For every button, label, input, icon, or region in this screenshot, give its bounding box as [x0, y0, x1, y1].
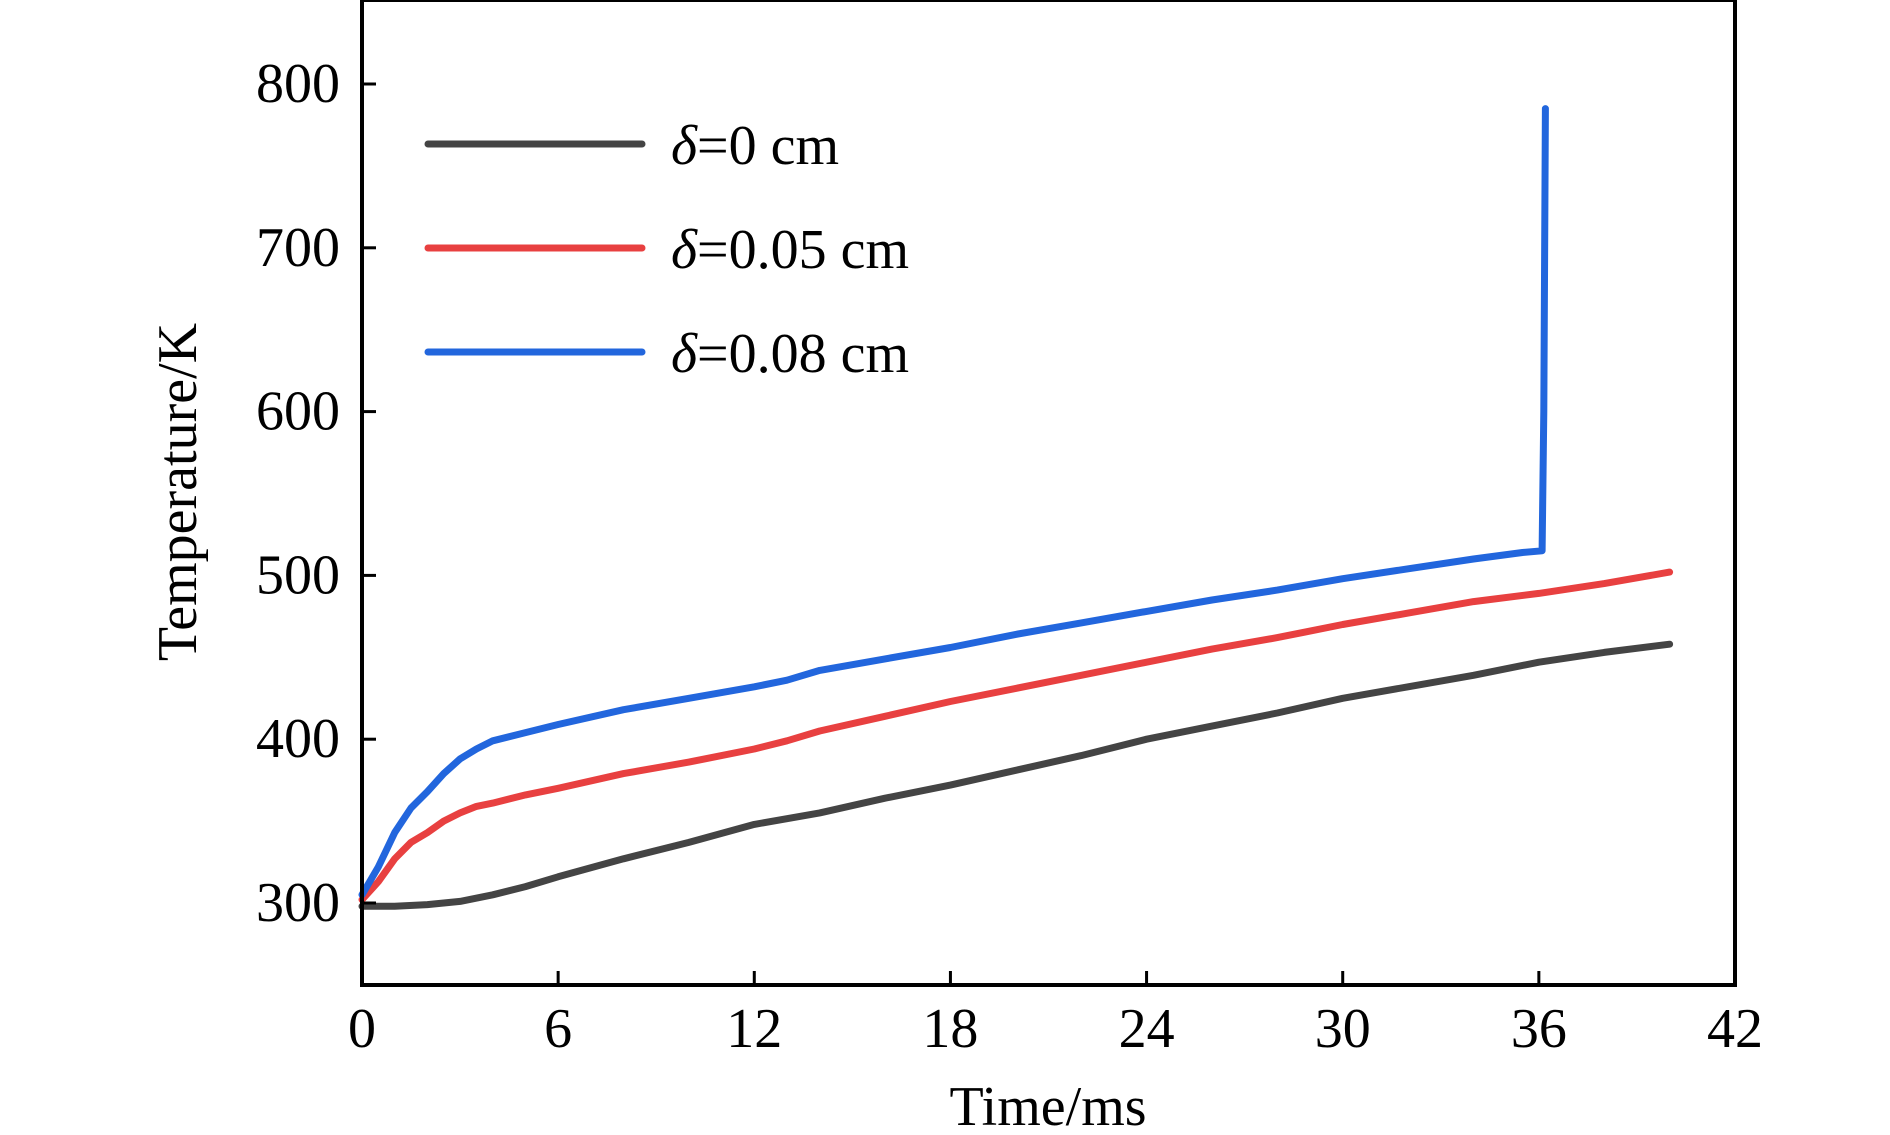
- y-tick-label-4: 700: [256, 217, 340, 279]
- legend-label-0: δ=0 cm: [671, 115, 839, 177]
- x-tick-label-4: 24: [1119, 998, 1175, 1060]
- series-line-0: [358, 640, 1674, 910]
- x-tick-label-3: 18: [922, 998, 978, 1060]
- x-tick-label-6: 36: [1511, 998, 1567, 1060]
- y-tick-label-3: 600: [256, 381, 340, 443]
- series-layer: [358, 105, 1674, 910]
- y-tick-label-0: 300: [256, 872, 340, 934]
- x-tick-label-2: 12: [726, 998, 782, 1060]
- x-tick-label-7: 42: [1707, 998, 1763, 1060]
- legend: δ=0 cm δ=0.05 cm δ=0.08 cm: [424, 115, 909, 385]
- x-tick-label-1: 6: [544, 998, 572, 1060]
- legend-label-1: δ=0.05 cm: [671, 219, 909, 281]
- series-line-1: [358, 568, 1674, 904]
- y-tick-label-1: 400: [256, 708, 340, 770]
- y-axis-title: Temperature/K: [147, 323, 209, 661]
- ticks-layer: 0 6 12 18 24 30 36 42 300 400 500 600 700 800: [256, 53, 1763, 1060]
- x-axis-title: Time/ms: [949, 1076, 1146, 1135]
- y-tick-label-5: 800: [256, 53, 340, 115]
- y-tick-label-2: 500: [256, 544, 340, 606]
- legend-label-2: δ=0.08 cm: [671, 323, 909, 385]
- x-tick-label-0: 0: [348, 998, 376, 1060]
- plot-frame: [360, 0, 1737, 987]
- series-line-2: [358, 105, 1549, 899]
- x-tick-label-5: 30: [1315, 998, 1371, 1060]
